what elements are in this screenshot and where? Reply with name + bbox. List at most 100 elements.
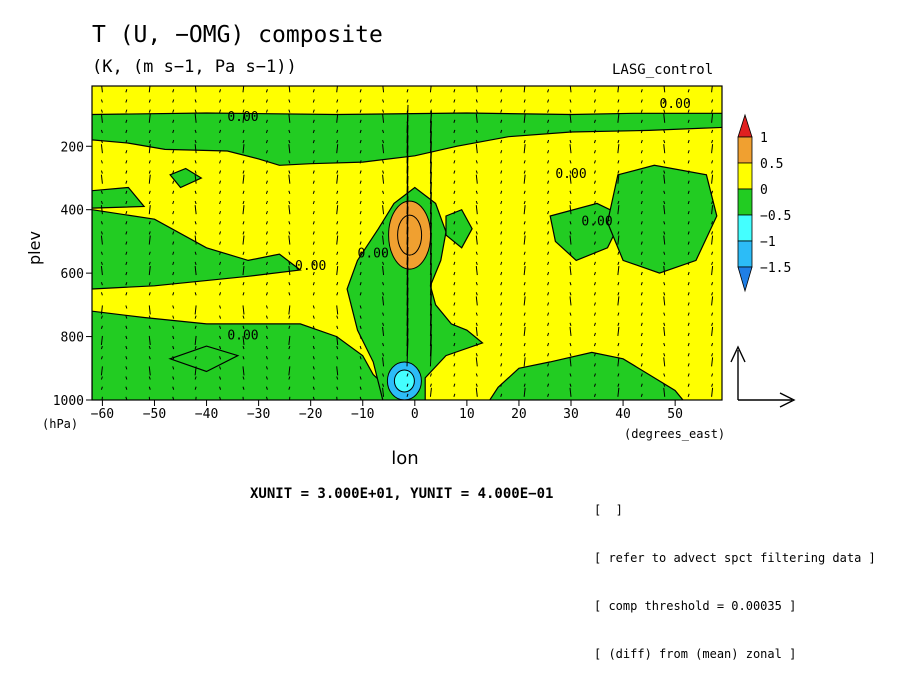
wind-vector xyxy=(242,160,245,164)
wind-vector xyxy=(523,312,526,316)
wind-vector xyxy=(242,200,245,205)
wind-vector xyxy=(663,170,666,174)
wind-vector xyxy=(711,160,714,164)
wind-vector xyxy=(288,200,291,205)
contour-label: 0.00 xyxy=(295,259,326,274)
wind-vector xyxy=(687,160,690,164)
wind-vector xyxy=(617,296,620,306)
wind-vector xyxy=(453,342,456,347)
wind-vector xyxy=(219,160,222,164)
wind-vector xyxy=(219,180,222,184)
wind-vector xyxy=(663,322,666,326)
wind-vector xyxy=(312,396,315,400)
wind-vector xyxy=(500,393,503,397)
wind-vector xyxy=(547,99,550,103)
wind-vector xyxy=(336,345,339,350)
wind-vector xyxy=(100,376,103,380)
colorbar-label: 0 xyxy=(760,183,768,198)
wind-vector xyxy=(219,150,222,154)
wind-vector xyxy=(125,261,128,266)
wind-vector xyxy=(453,282,456,286)
notes-block: [ ] [ refer to advect spct filtering dat… xyxy=(594,470,876,678)
wind-vector xyxy=(523,265,526,276)
wind-vector xyxy=(569,129,572,134)
wind-vector xyxy=(500,241,503,245)
wind-vector xyxy=(523,322,526,326)
wind-vector xyxy=(265,99,268,103)
wind-vector xyxy=(593,119,596,123)
wind-vector xyxy=(172,190,175,194)
wind-vector xyxy=(336,205,339,215)
wind-vector xyxy=(593,241,596,245)
wind-vector xyxy=(617,235,620,245)
wind-vector xyxy=(711,235,714,245)
wind-vector xyxy=(148,86,151,93)
wind-vector xyxy=(382,326,385,336)
wind-vector xyxy=(569,160,572,164)
wind-vector xyxy=(100,113,103,123)
wind-vector xyxy=(593,129,596,134)
wind-vector xyxy=(617,342,620,347)
wind-vector xyxy=(125,190,128,194)
wind-vector xyxy=(617,160,620,164)
wind-vector xyxy=(194,282,197,286)
wind-vector xyxy=(687,261,690,266)
wind-vector xyxy=(312,221,315,225)
wind-vector xyxy=(382,144,385,154)
negative-region xyxy=(445,208,473,249)
wind-vector xyxy=(475,205,478,215)
wind-vector xyxy=(382,292,385,296)
wind-vector xyxy=(429,344,432,367)
wind-vector xyxy=(359,109,362,113)
negative-region xyxy=(92,186,146,209)
wind-vector xyxy=(523,326,526,336)
wind-vector xyxy=(640,150,643,154)
y-axis-title: plev xyxy=(25,231,44,265)
wind-vector xyxy=(148,366,151,376)
wind-vector xyxy=(125,160,128,164)
wind-vector xyxy=(242,386,245,390)
wind-vector xyxy=(500,109,503,113)
wind-vector xyxy=(711,190,714,194)
wind-vector xyxy=(711,205,714,215)
wind-vector xyxy=(640,383,643,387)
wind-vector xyxy=(194,99,197,103)
wind-vector xyxy=(172,315,175,319)
wind-vector xyxy=(593,160,596,164)
wind-vector xyxy=(711,383,714,387)
wind-vector xyxy=(617,353,620,357)
wind-vector xyxy=(475,326,478,336)
wind-vector xyxy=(336,261,339,266)
contour-label: 0.00 xyxy=(581,215,612,230)
wind-vector xyxy=(359,221,362,225)
wind-vector xyxy=(100,231,103,235)
wind-vector xyxy=(382,387,385,397)
wind-vector xyxy=(194,113,197,123)
y-tick-label: 200 xyxy=(61,140,84,155)
wind-vector xyxy=(382,231,385,235)
colorbar-segment xyxy=(737,240,753,268)
wind-vector xyxy=(711,322,714,326)
wind-vector xyxy=(288,174,291,184)
wind-vector xyxy=(336,251,339,255)
wind-vector xyxy=(687,383,690,387)
wind-vector xyxy=(687,99,690,103)
wind-vector xyxy=(593,393,596,397)
wind-vector xyxy=(312,139,315,144)
wind-vector xyxy=(242,292,245,296)
wind-vector xyxy=(172,366,175,370)
wind-vector xyxy=(242,261,245,266)
wind-vector xyxy=(711,373,714,377)
wind-vector xyxy=(475,235,478,245)
wind-vector xyxy=(194,356,197,360)
wind-vector xyxy=(500,383,503,387)
wind-vector xyxy=(593,261,596,266)
wind-vector xyxy=(312,261,315,266)
wind-vector xyxy=(242,221,245,225)
wind-vector xyxy=(336,99,339,103)
wind-vector xyxy=(547,129,550,134)
wind-vector xyxy=(382,205,385,215)
wind-vector xyxy=(265,89,268,93)
wind-vector xyxy=(523,205,526,215)
wind-vector xyxy=(663,231,666,235)
